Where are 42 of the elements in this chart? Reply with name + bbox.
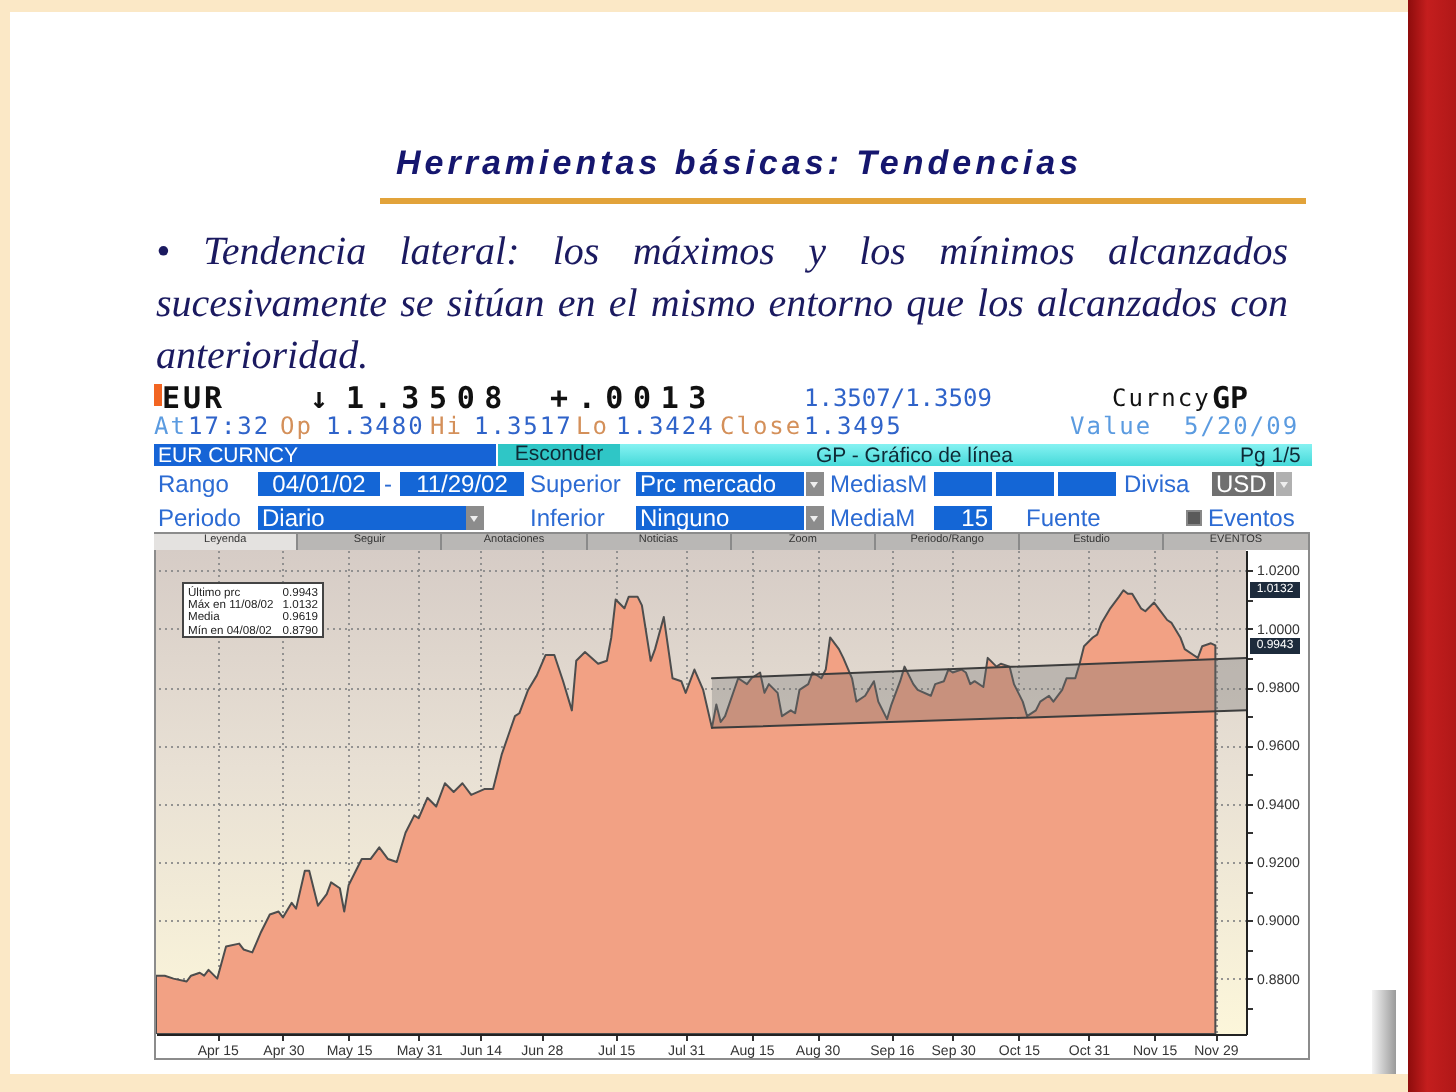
text: - [384,470,392,498]
text: +.0013 [550,380,716,416]
input-field: 11/29/02 [400,472,524,496]
button: Esconder [498,444,620,466]
text: 1.3424 [616,412,715,440]
text: Fuente [1026,504,1101,532]
text: MediaM [830,504,916,532]
text: Inferior [530,504,605,532]
input-field: USD [1212,472,1274,496]
chart-title: Herramientas básicas: Tendencias [396,144,1083,182]
text: Superior [530,470,621,498]
text: EUR CURNCY [158,444,299,468]
text: Close [720,412,803,440]
input-field: 15 [934,506,992,530]
text: MediasM [830,470,928,498]
text: GP - Gráfico de línea [816,444,1013,468]
text: Curncy [1112,384,1211,412]
text: Op [280,412,313,440]
text: Pg 1/5 [1240,444,1301,468]
input-field: 04/01/02 [258,472,380,496]
text: 1.3480 [326,412,425,440]
text: Rango [158,470,229,498]
text: 5/20/09 [1184,412,1300,440]
text: 1.3495 [804,412,903,440]
text: 1.3507/1.3509 [804,384,992,412]
text: Divisa [1124,470,1190,498]
text: EUR [162,380,226,416]
text: Value [1070,412,1153,440]
text: At [154,412,187,440]
input-field: Diario [258,506,466,530]
text: 1.3508 [346,380,512,416]
text: 17:32 [188,412,271,440]
text: ↓ [310,380,329,416]
text: Hi [430,412,463,440]
text: GP [1212,380,1249,416]
text: 1.3517 [474,412,573,440]
chart-subtitle: • Tendencia lateral: los máximos y los mínimos alcanzados sucesivamente se sitúan en el mismo entorno que los alcanzados con anterioridad. [156,228,1288,382]
input-field: Prc mercado [636,472,804,496]
text: Eventos [1208,504,1295,532]
input-field: Ninguno [636,506,804,530]
text: Periodo [158,504,241,532]
text: Lo [576,412,609,440]
